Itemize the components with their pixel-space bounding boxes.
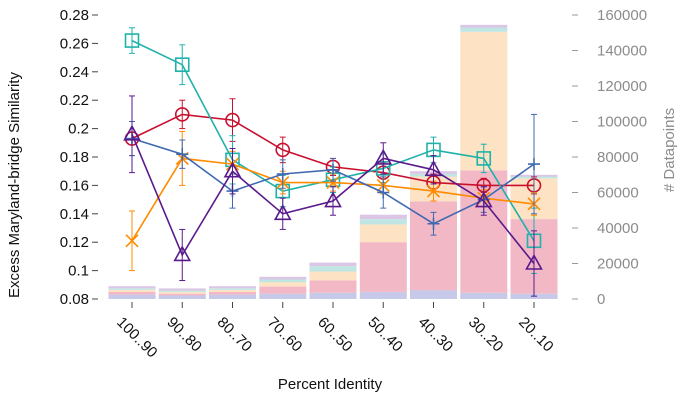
- series-layer: [123, 27, 543, 297]
- right-tick-label: 20000: [597, 256, 639, 273]
- right-tick-label: 80000: [597, 149, 639, 166]
- right-tick-label: 100000: [597, 114, 647, 131]
- data-point: [374, 148, 393, 165]
- bar-segment: [209, 286, 256, 289]
- left-tick-label: 0.12: [60, 234, 89, 251]
- left-tick-label: 0.1: [68, 263, 89, 280]
- right-tick-label: 40000: [597, 220, 639, 237]
- x-tick-label: 90..80: [163, 314, 205, 356]
- bar-segment: [259, 286, 307, 294]
- x-axis: 100..90 90..80 80..70 70..60 60..50 50..40 40.…: [113, 302, 557, 361]
- bar-segment: [158, 295, 206, 299]
- data-point: [273, 204, 292, 221]
- left-axis: 0.08 0.1 0.12 0.14 0.16 0.18 0.2 0.22 0.24 0.26 0.…: [60, 7, 98, 308]
- bar-segment: [410, 290, 457, 299]
- data-point: [125, 234, 139, 248]
- data-point: [276, 168, 289, 181]
- bar-segment: [209, 289, 256, 292]
- left-tick-label: 0.14: [60, 206, 89, 223]
- bar-segment: [309, 262, 357, 267]
- bar-segment: [259, 279, 307, 283]
- data-point: [174, 57, 190, 73]
- data-point: [427, 217, 440, 230]
- bar-segment: [158, 288, 206, 291]
- right-tick-label: 60000: [597, 185, 639, 202]
- left-tick-label: 0.08: [60, 291, 89, 308]
- x-tick-label: 70..60: [264, 314, 306, 356]
- left-tick-label: 0.16: [60, 177, 89, 194]
- left-tick-label: 0.2: [68, 121, 89, 138]
- left-tick-label: 0.26: [60, 35, 89, 52]
- bar-segment: [460, 24, 508, 28]
- bar-segment: [158, 293, 206, 296]
- bar-segment: [359, 219, 407, 225]
- data-point: [426, 184, 441, 198]
- left-tick-label: 0.18: [60, 149, 89, 166]
- data-point: [525, 253, 543, 270]
- x-tick-label: 100..90: [113, 314, 160, 361]
- bar-segment: [108, 294, 156, 299]
- data-point: [474, 191, 493, 208]
- data-point: [124, 33, 140, 48]
- data-point: [174, 107, 190, 122]
- bar-segment: [309, 266, 357, 272]
- data-point: [223, 161, 242, 178]
- bar-segment: [359, 242, 407, 292]
- bar-segment: [309, 292, 357, 299]
- right-tick-label: 140000: [597, 43, 647, 60]
- x-tick-label: 60..50: [314, 314, 356, 356]
- bar-segment: [309, 280, 357, 293]
- bar-segment: [209, 291, 256, 295]
- bar-segment: [108, 286, 156, 289]
- series-triangle: [123, 95, 543, 297]
- right-axis: 0 20000 40000 60000 80000 100000 120000 140000 1…: [572, 7, 647, 308]
- bar-segment: [259, 282, 307, 287]
- bar-segment: [108, 288, 156, 290]
- bar-segment: [108, 291, 156, 295]
- bar-segment: [259, 293, 307, 299]
- x-tick-label: 50..40: [364, 314, 406, 356]
- bar-segment: [309, 271, 357, 281]
- right-tick-label: 160000: [597, 7, 647, 24]
- data-point: [176, 148, 189, 161]
- x-tick-label: 30..20: [465, 314, 507, 356]
- y-axis-title: Excess Maryland-bridge Similarity: [6, 72, 23, 298]
- bar-segment: [359, 291, 407, 299]
- left-tick-label: 0.24: [60, 64, 89, 81]
- right-tick-label: 120000: [597, 78, 647, 95]
- bar-segment: [359, 214, 407, 220]
- data-point: [424, 160, 443, 177]
- bar-segment: [209, 294, 256, 299]
- data-point: [476, 151, 492, 166]
- data-point: [123, 124, 141, 141]
- bar-segment: [108, 289, 156, 292]
- data-point: [324, 191, 342, 208]
- right-tick-label: 0: [597, 291, 605, 308]
- x-tick-label: 20..10: [515, 314, 557, 356]
- data-point: [225, 112, 240, 128]
- bar-segment: [460, 27, 508, 32]
- bar-segment: [158, 291, 206, 294]
- left-tick-label: 0.28: [60, 7, 89, 24]
- x-axis-title: Percent Identity: [278, 376, 383, 393]
- x-tick-label: 80..70: [214, 314, 256, 356]
- bar-segment: [259, 276, 307, 280]
- data-point: [275, 142, 291, 158]
- data-point: [326, 175, 340, 190]
- bar-segment: [158, 290, 206, 292]
- bar-segment: [209, 288, 256, 290]
- data-point: [528, 158, 540, 171]
- x-tick-label: 40..30: [415, 314, 457, 356]
- left-tick-label: 0.22: [60, 92, 89, 109]
- right-y-axis-title: # Datapoints: [661, 108, 678, 192]
- data-point: [173, 245, 192, 262]
- data-point: [327, 163, 339, 176]
- data-point: [377, 186, 390, 199]
- bar-segment: [460, 292, 508, 299]
- bar-segment: [359, 224, 407, 243]
